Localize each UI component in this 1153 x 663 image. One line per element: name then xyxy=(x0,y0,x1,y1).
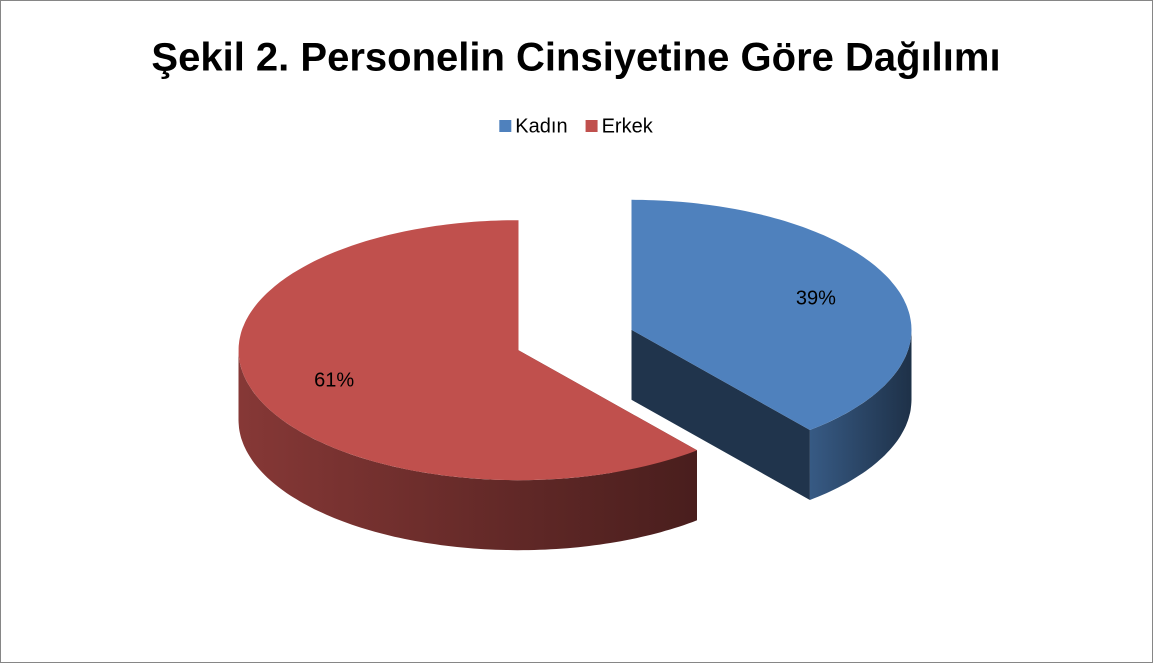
legend-label: Erkek xyxy=(602,115,654,137)
legend: Kadın Erkek xyxy=(499,115,654,137)
legend-swatch xyxy=(499,120,512,132)
slice xyxy=(238,220,697,481)
slice-wall xyxy=(238,350,697,551)
chart-title: Şekil 2. Personelin Cinsiyetine Göre Dağ… xyxy=(151,36,1000,80)
slice xyxy=(631,199,912,430)
data-label: 39% xyxy=(796,287,836,309)
slice-wall xyxy=(809,329,912,500)
data-label: 61% xyxy=(314,369,354,391)
slice-side-face xyxy=(631,329,810,500)
legend-label: Kadın xyxy=(515,115,567,137)
legend-swatch xyxy=(585,120,598,132)
